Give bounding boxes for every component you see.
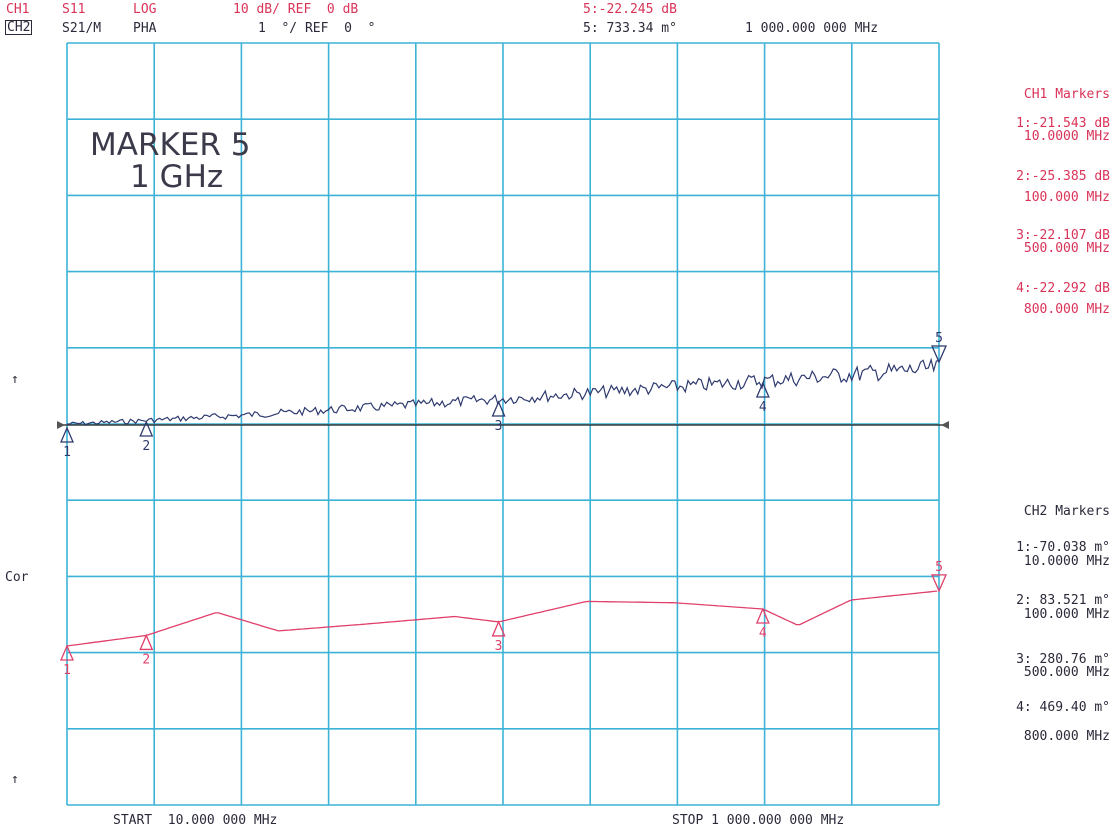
ch2-scale: 1 °/ REF 0 °	[258, 21, 376, 36]
marker-annotation-line1: MARKER 5	[90, 127, 251, 163]
ch1-marker-label: 2	[142, 439, 150, 454]
active-marker-ch2-value: 5: 733.34 m°	[583, 21, 677, 36]
ch2-marker-label: 4	[759, 626, 767, 641]
ch2-marker-triangle-active	[931, 574, 947, 593]
ch2-markers-title: CH2 Markers	[1023, 504, 1110, 519]
ch2-marker-3-value: 3: 280.76 m°	[1016, 652, 1110, 667]
start-frequency: START 10.000 000 MHz	[113, 813, 278, 828]
ch2-marker-2-freq: 100.000 MHz	[1023, 607, 1110, 622]
ch2-trace	[66, 590, 938, 647]
ch1-marker-triangle	[491, 400, 506, 417]
ch2-marker-1-freq: 10.0000 MHz	[1023, 554, 1110, 569]
ch1-marker-label: 5	[935, 331, 943, 346]
ref-left-marker	[57, 421, 65, 429]
ch2-format: PHA	[133, 21, 157, 36]
ch1-marker-1-freq: 10.0000 MHz	[1023, 129, 1110, 144]
ch2-marker-1-value: 1:-70.038 m°	[1016, 540, 1110, 555]
ch1-marker-triangle	[139, 420, 154, 437]
ch2-marker-label: 1	[63, 663, 71, 678]
ch1-marker-triangle	[755, 381, 770, 398]
ch1-parameter: S11	[62, 2, 86, 17]
ch1-format: LOG	[133, 2, 157, 17]
ch2-marker-label: 3	[495, 639, 503, 654]
ch1-markers-title: CH1 Markers	[1023, 87, 1110, 102]
ch1-marker-1-value: 1:-21.543 dB	[1016, 116, 1110, 131]
ch1-marker-label: 4	[759, 400, 767, 415]
ch2-marker-4-value: 4: 469.40 m°	[1016, 700, 1110, 715]
correction-indicator: Cor	[5, 570, 29, 585]
ch1-marker-label: 1	[63, 445, 71, 460]
ch2-marker-3-freq: 500.000 MHz	[1023, 665, 1110, 680]
ch1-reference-arrow: ↑	[11, 372, 19, 387]
ch1-marker-3-value: 3:-22.107 dB	[1016, 228, 1110, 243]
ch2-marker-triangle	[491, 620, 506, 637]
ch1-marker-2-freq: 100.000 MHz	[1023, 190, 1110, 205]
ch1-marker-2-value: 2:-25.385 dB	[1016, 169, 1110, 184]
ch2-label: CH2	[5, 20, 33, 35]
ch2-parameter: S21/M	[62, 21, 102, 36]
ch1-marker-triangle	[60, 426, 74, 443]
ch2-marker-triangle	[139, 633, 154, 651]
ch1-marker-triangle-active	[931, 345, 947, 364]
active-marker-frequency: 1 000.000 000 MHz	[745, 21, 879, 36]
ch1-scale: 10 dB/ REF 0 dB	[233, 2, 359, 17]
ch2-reference-arrow: ↑	[11, 772, 19, 787]
stop-frequency: STOP 1 000.000 000 MHz	[672, 813, 845, 828]
ch2-marker-4-freq: 800.000 MHz	[1023, 729, 1110, 744]
ch2-marker-2-value: 2: 83.521 m°	[1016, 593, 1110, 608]
active-marker-ch1-value: 5:-22.245 dB	[583, 2, 677, 17]
ch1-marker-3-freq: 500.000 MHz	[1023, 241, 1110, 256]
marker-annotation-line2: 1 GHz	[130, 159, 224, 195]
ch1-marker-label: 3	[495, 419, 503, 434]
ch1-trace	[66, 357, 940, 426]
ch1-label: CH1	[6, 2, 30, 17]
ch2-marker-label: 5	[935, 560, 943, 575]
ref-right-marker	[941, 421, 949, 429]
ch2-marker-triangle	[755, 607, 770, 624]
ch2-marker-label: 2	[142, 652, 150, 667]
ch1-marker-4-freq: 800.000 MHz	[1023, 302, 1110, 317]
ch2-marker-triangle	[60, 644, 74, 661]
ch1-marker-4-value: 4:-22.292 dB	[1016, 281, 1110, 296]
